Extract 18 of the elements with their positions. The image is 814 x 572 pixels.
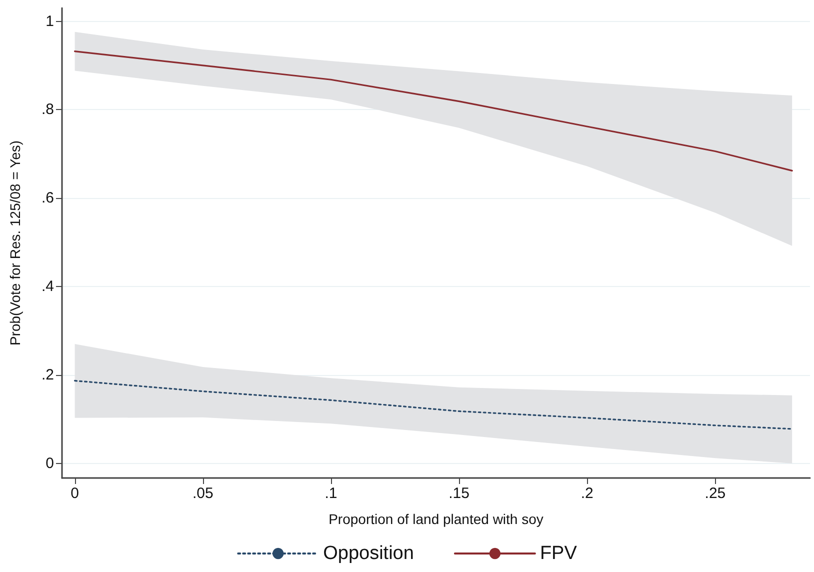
y-axis-title: Prob(Vote for Res. 125/08 = Yes): [7, 140, 23, 346]
x-tick-label: .2: [580, 485, 594, 502]
y-tick-label: 1: [46, 12, 54, 30]
legend-label: Opposition: [323, 543, 414, 564]
x-tick-label: .25: [704, 485, 726, 502]
y-tick-label: .4: [41, 278, 54, 296]
line-series: [74, 50, 793, 172]
y-tick-label: .6: [41, 190, 54, 207]
x-tick-label: 0: [70, 485, 79, 502]
y-tick-label: .8: [41, 101, 54, 118]
y-tick-label: .2: [41, 366, 54, 384]
line-series: [74, 380, 793, 430]
x-tick-label: .05: [192, 485, 214, 502]
legend-label: FPV: [540, 543, 578, 564]
x-tick-label: .15: [448, 485, 470, 502]
y-tick-label: 0: [46, 454, 54, 472]
x-axis-title: Proportion of land planted with soy: [328, 511, 544, 527]
x-tick-label: .1: [324, 485, 338, 502]
